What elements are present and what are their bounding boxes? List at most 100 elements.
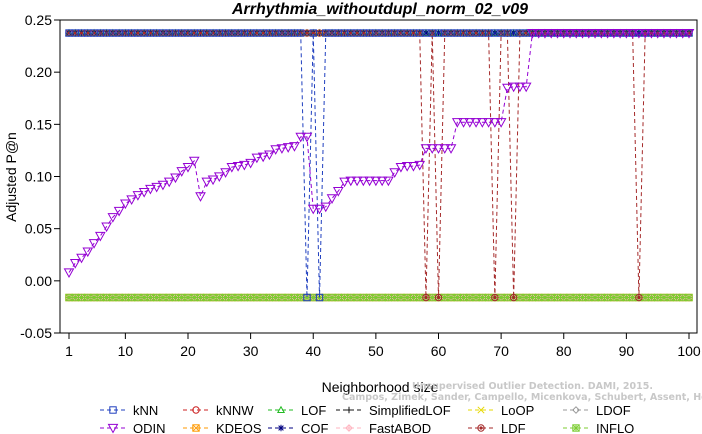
point-ODIN — [357, 176, 369, 187]
legend: kNN kNNW LOF SimplifiedLOF LoOP LDOF ODIN KDEOS… — [100, 403, 634, 434]
point-COF — [422, 29, 430, 37]
series-line-LDF — [69, 32, 689, 298]
point-INFLO — [466, 293, 474, 302]
point-INFLO — [297, 293, 305, 302]
point-ODIN — [633, 28, 645, 39]
point-ODIN — [383, 176, 394, 187]
point-INFLO — [390, 293, 399, 302]
legend-marker — [276, 405, 286, 414]
x-tick-label: 90 — [619, 343, 635, 359]
point-INFLO — [290, 293, 299, 302]
point-INFLO — [541, 293, 549, 302]
point-INFLO — [102, 293, 111, 302]
point-INFLO — [228, 293, 236, 302]
legend-marker — [277, 424, 285, 432]
point-ODIN — [458, 118, 469, 128]
point-INFLO — [71, 293, 79, 302]
point-INFLO — [340, 293, 349, 302]
point-INFLO — [328, 293, 336, 302]
legend-item-COF: COF — [268, 421, 329, 434]
legend-label: LDF — [501, 421, 526, 434]
point-ODIN — [439, 144, 451, 154]
point-ODIN — [508, 82, 519, 93]
point-ODIN — [570, 28, 582, 39]
point-ODIN — [226, 163, 238, 173]
point-ODIN — [608, 28, 620, 39]
point-INFLO — [591, 293, 599, 302]
legend-item-kNNW: kNNW — [183, 403, 254, 418]
x-axis: 1 10 20 30 40 50 60 70 80 90 100 — [65, 333, 701, 359]
point-INFLO — [84, 293, 92, 302]
point-INFLO — [516, 293, 524, 302]
point-kNN — [297, 29, 305, 37]
point-ODIN — [564, 28, 576, 39]
point-ODIN — [652, 28, 664, 39]
point-INFLO — [628, 293, 637, 302]
point-ODIN — [239, 160, 250, 171]
point-ODIN — [558, 28, 570, 39]
x-tick-label: 40 — [305, 343, 321, 359]
x-tick-label: 100 — [677, 343, 701, 359]
point-ODIN — [107, 213, 119, 223]
point-INFLO — [497, 293, 505, 302]
point-ODIN — [88, 239, 100, 249]
point-ODIN — [301, 132, 313, 143]
legend-marker — [572, 406, 580, 414]
point-INFLO — [259, 293, 267, 302]
point-ODIN — [602, 28, 613, 39]
point-INFLO — [152, 293, 161, 302]
point-ODIN — [257, 152, 269, 163]
point-ODIN — [502, 83, 513, 94]
point-INFLO — [96, 293, 105, 302]
point-ODIN — [621, 28, 632, 39]
point-INFLO — [209, 293, 217, 302]
point-INFLO — [196, 293, 205, 302]
legend-marker — [192, 424, 200, 432]
point-INFLO — [603, 293, 612, 302]
point-ODIN — [683, 28, 695, 39]
point-ODIN — [332, 187, 344, 197]
point-ODIN — [138, 188, 150, 198]
point-ODIN — [351, 176, 363, 187]
point-INFLO — [660, 293, 668, 302]
point-INFLO — [115, 293, 123, 302]
y-axis-label: Adjusted P@n — [3, 132, 19, 222]
point-ODIN — [483, 118, 494, 128]
point-INFLO — [453, 293, 461, 302]
x-tick-label: 1 — [65, 343, 73, 359]
point-INFLO — [90, 293, 98, 302]
point-INFLO — [522, 293, 530, 302]
point-INFLO — [253, 293, 261, 302]
point-ODIN — [370, 176, 382, 187]
y-tick-label: 0.00 — [25, 273, 52, 289]
point-INFLO — [679, 293, 687, 302]
x-tick-label: 50 — [368, 343, 384, 359]
point-INFLO — [134, 293, 142, 302]
point-ODIN — [63, 268, 75, 279]
point-INFLO — [547, 293, 555, 302]
point-INFLO — [622, 293, 631, 302]
point-ODIN — [470, 118, 482, 128]
series-ODIN — [63, 28, 695, 279]
legend-item-kNN: kNN — [100, 403, 158, 418]
point-kNN — [303, 293, 311, 302]
point-INFLO — [265, 293, 274, 302]
point-ODIN — [69, 258, 81, 269]
point-INFLO — [146, 293, 155, 302]
legend-marker — [345, 424, 353, 432]
point-INFLO — [578, 293, 587, 302]
point-INFLO — [384, 293, 393, 302]
point-INFLO — [284, 293, 292, 302]
series-kNN — [65, 29, 693, 302]
point-INFLO — [77, 293, 86, 302]
point-ODIN — [451, 118, 463, 128]
point-ODIN — [495, 118, 507, 128]
point-ODIN — [163, 177, 175, 188]
point-INFLO — [378, 293, 386, 302]
point-INFLO — [109, 293, 117, 302]
legend-label: INFLO — [596, 421, 634, 434]
point-ODIN — [264, 150, 275, 161]
point-INFLO — [359, 293, 368, 302]
x-tick-label: 70 — [493, 343, 509, 359]
y-tick-label: 0.25 — [25, 12, 52, 28]
